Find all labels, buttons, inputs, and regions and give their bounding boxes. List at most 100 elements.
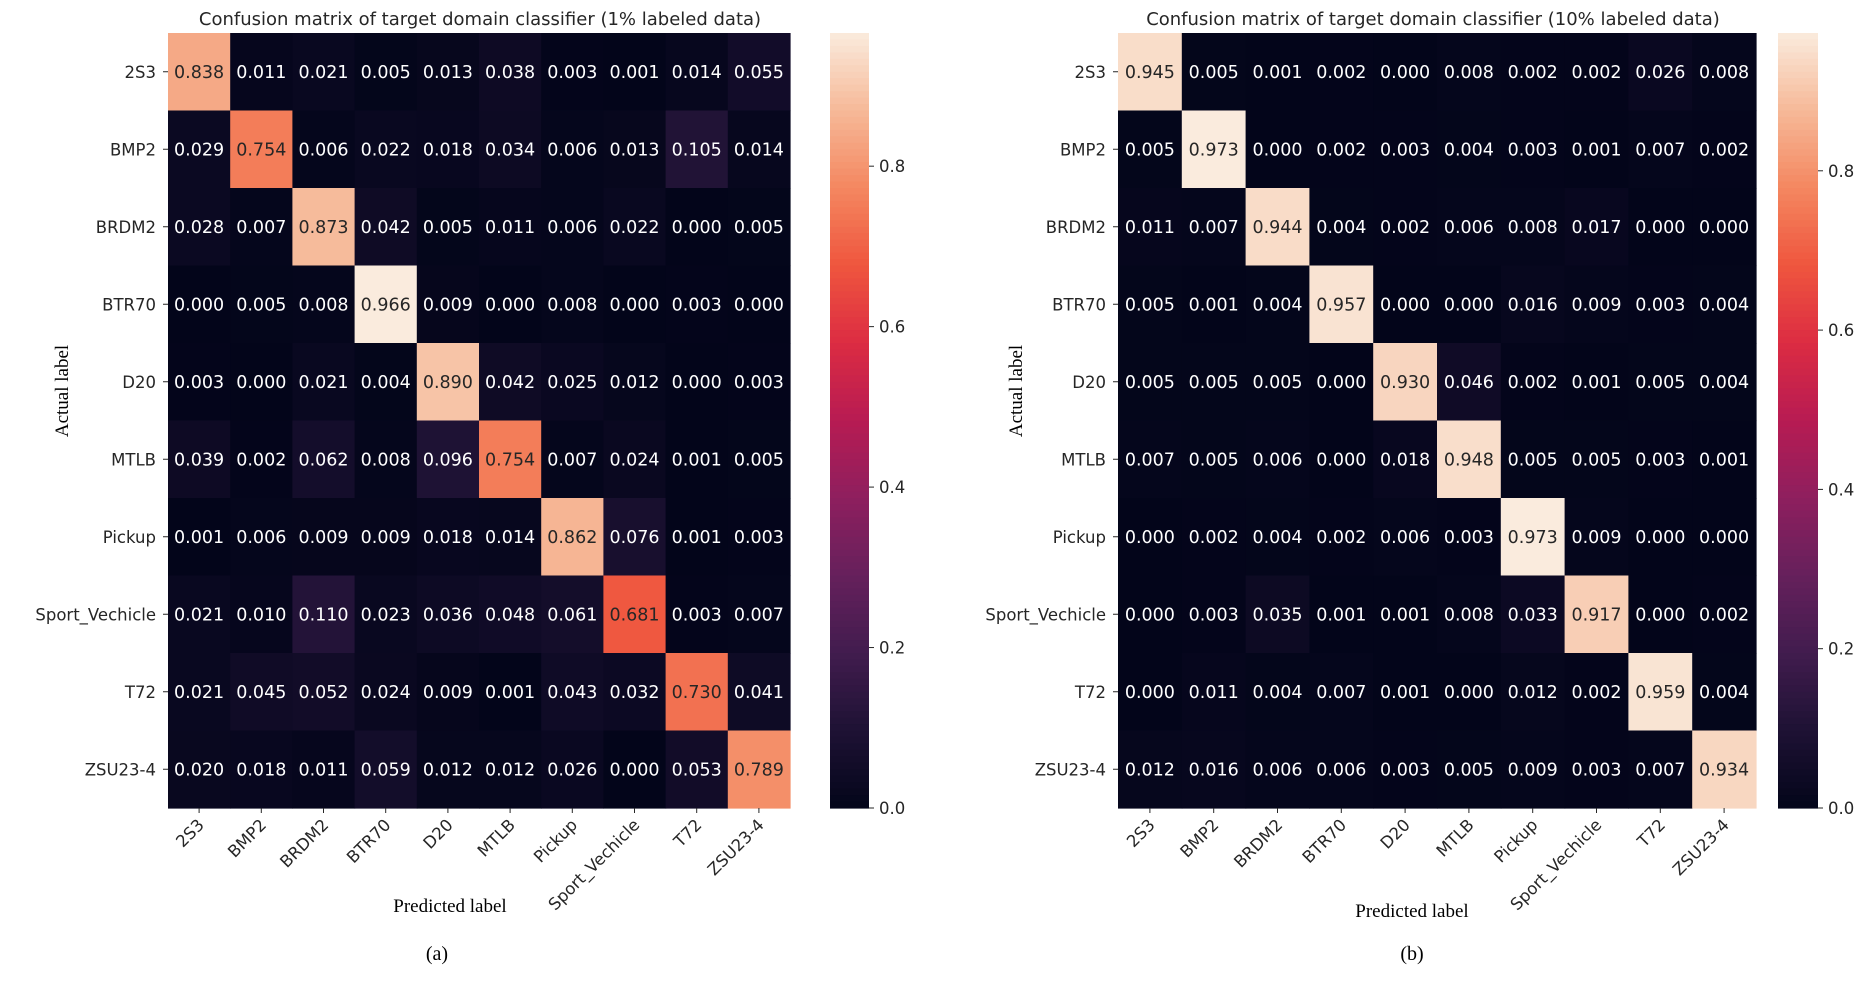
colorbar-segment bbox=[1778, 672, 1818, 680]
heatmap-cell bbox=[168, 110, 231, 189]
colorbar-segment bbox=[830, 717, 869, 725]
heatmap-cell bbox=[1500, 420, 1566, 499]
heatmap-cell bbox=[1500, 575, 1566, 654]
heatmap-cell bbox=[1692, 343, 1757, 422]
cell-value-label: 0.007 bbox=[1635, 760, 1685, 780]
colorbar-segment bbox=[830, 504, 869, 512]
colorbar-segment bbox=[1778, 284, 1818, 292]
cell-value-label: 0.096 bbox=[423, 450, 473, 470]
colorbar-segment bbox=[1778, 336, 1818, 344]
y-tick-label: MTLB bbox=[111, 450, 156, 469]
colorbar-segment bbox=[830, 297, 869, 305]
cell-value-label: 0.001 bbox=[174, 528, 224, 548]
cell-value-label: 0.005 bbox=[236, 295, 286, 315]
colorbar-segment bbox=[830, 485, 869, 493]
colorbar-segment bbox=[1778, 246, 1818, 254]
cell-value-label: 0.110 bbox=[298, 605, 348, 625]
colorbar-segment bbox=[1778, 52, 1818, 60]
x-tick-label: 2S3 bbox=[1123, 815, 1159, 851]
colorbar-segment bbox=[830, 226, 869, 234]
cell-value-label: 0.873 bbox=[298, 218, 348, 238]
cell-value-label: 0.025 bbox=[547, 373, 597, 393]
heatmap-cell bbox=[541, 343, 604, 422]
heatmap-cell bbox=[1500, 265, 1566, 344]
colorbar-segment bbox=[830, 620, 869, 628]
colorbar-segment bbox=[1778, 343, 1818, 351]
cell-value-label: 0.011 bbox=[298, 760, 348, 780]
cell-value-label: 0.008 bbox=[1444, 63, 1494, 83]
heatmap-cells: 0.945 0.005 0.001 0.002 0.000 0.008 0.002 0.002… bbox=[1118, 33, 1757, 809]
heatmap-cell bbox=[354, 265, 418, 344]
heatmap-cell bbox=[1309, 110, 1374, 189]
heatmap-cell bbox=[603, 265, 667, 344]
heatmap-cell bbox=[1181, 110, 1247, 189]
heatmap-cell bbox=[416, 33, 480, 112]
cell-value-label: 0.003 bbox=[1635, 295, 1685, 315]
colorbar-segment bbox=[830, 104, 869, 112]
colorbar-segment bbox=[1778, 149, 1818, 157]
colorbar-segment bbox=[1778, 252, 1818, 260]
cell-value-label: 0.041 bbox=[734, 683, 784, 703]
cell-value-label: 0.017 bbox=[1571, 218, 1621, 238]
heatmap-cell bbox=[603, 420, 667, 499]
cell-value-label: 0.009 bbox=[361, 528, 411, 548]
colorbar-segment bbox=[1778, 381, 1818, 389]
colorbar-segment bbox=[830, 310, 869, 318]
cell-value-label: 0.006 bbox=[1380, 528, 1430, 548]
cell-value-label: 0.973 bbox=[1508, 528, 1558, 548]
colorbar-segment bbox=[1778, 226, 1818, 234]
colorbar-segment bbox=[1778, 58, 1818, 66]
cell-value-label: 0.005 bbox=[1571, 450, 1621, 470]
colorbar-segment bbox=[1778, 691, 1818, 699]
colorbar-segment bbox=[1778, 155, 1818, 163]
heatmap-cell bbox=[727, 188, 791, 267]
colorbar-segment bbox=[1778, 181, 1818, 189]
heatmap-cell bbox=[727, 343, 791, 422]
colorbar-segment bbox=[1778, 665, 1818, 673]
colorbar-segment bbox=[830, 704, 869, 712]
heatmap-cell bbox=[541, 265, 604, 344]
heatmap-cell bbox=[354, 730, 418, 809]
cell-value-label: 0.021 bbox=[298, 63, 348, 83]
heatmap-cell bbox=[1309, 653, 1374, 732]
heatmap-cell bbox=[1245, 188, 1310, 267]
colorbar-segment bbox=[1778, 510, 1818, 518]
x-tick-label: T72 bbox=[1633, 815, 1669, 851]
heatmap-cell bbox=[1500, 653, 1566, 732]
heatmap-cell bbox=[727, 575, 791, 654]
colorbar-segment bbox=[830, 601, 869, 609]
x-tick-label: BMP2 bbox=[224, 815, 270, 861]
colorbar-segment bbox=[830, 659, 869, 667]
colorbar-segment bbox=[830, 317, 869, 325]
heatmap-cell bbox=[1692, 110, 1757, 189]
colorbar-segment bbox=[1778, 168, 1818, 176]
heatmap-cell bbox=[1564, 653, 1629, 732]
colorbar-segment bbox=[830, 420, 869, 428]
cell-value-label: 0.754 bbox=[236, 140, 286, 160]
colorbar-tick-label: 0.2 bbox=[879, 639, 905, 658]
heatmap-cell bbox=[1309, 575, 1374, 654]
cell-value-label: 0.004 bbox=[1699, 683, 1749, 703]
cell-value-label: 0.003 bbox=[1635, 450, 1685, 470]
colorbar-tick-label: 0.4 bbox=[879, 478, 905, 497]
cell-value-label: 0.006 bbox=[1316, 760, 1366, 780]
colorbar-segment bbox=[1778, 271, 1818, 280]
colorbar-segment bbox=[830, 220, 869, 228]
heatmap-cell bbox=[479, 575, 542, 654]
heatmap-cell bbox=[665, 653, 729, 732]
colorbar-segment bbox=[830, 129, 869, 137]
cell-value-label: 0.010 bbox=[236, 605, 286, 625]
heatmap-cell bbox=[1309, 730, 1374, 809]
heatmap-cell bbox=[479, 420, 542, 499]
cell-value-label: 0.009 bbox=[1508, 760, 1558, 780]
colorbar-segment bbox=[830, 439, 869, 447]
colorbar-segment bbox=[1778, 717, 1818, 725]
cell-value-label: 0.005 bbox=[1635, 373, 1685, 393]
cell-value-label: 0.004 bbox=[1252, 683, 1302, 703]
heatmap-cell bbox=[168, 498, 231, 577]
cell-value-label: 0.034 bbox=[485, 140, 535, 160]
cell-value-label: 0.000 bbox=[1316, 450, 1366, 470]
heatmap-cell bbox=[727, 730, 791, 809]
cell-value-label: 0.001 bbox=[485, 683, 535, 703]
cell-value-label: 0.016 bbox=[1508, 295, 1558, 315]
